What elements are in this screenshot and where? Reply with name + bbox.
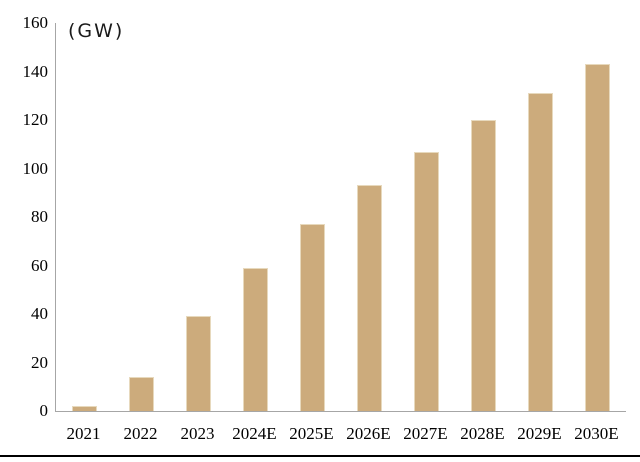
bar bbox=[300, 224, 325, 411]
bar bbox=[129, 377, 154, 411]
y-tick-label: 20 bbox=[31, 352, 48, 372]
x-tick-label: 2022 bbox=[123, 424, 158, 443]
bottom-rule bbox=[0, 455, 640, 457]
y-tick-label: 0 bbox=[39, 401, 49, 420]
bar bbox=[186, 316, 211, 411]
x-tick-label: 2026E bbox=[346, 424, 391, 443]
y-tick-label: 120 bbox=[22, 110, 49, 129]
y-tick-label: 40 bbox=[31, 304, 48, 323]
bar bbox=[585, 64, 610, 411]
x-tick-label: 2024E bbox=[232, 424, 277, 443]
x-tick-label: 2023 bbox=[180, 424, 215, 443]
bar bbox=[528, 93, 553, 411]
y-axis-unit-label: (GW) bbox=[68, 20, 125, 42]
y-tick-label: 160 bbox=[22, 13, 49, 32]
y-tick-label: 140 bbox=[22, 61, 49, 81]
x-tick-label: 2025E bbox=[289, 424, 334, 443]
y-tick-label: 80 bbox=[31, 207, 48, 226]
bar bbox=[414, 151, 439, 411]
x-tick-label: 2021 bbox=[66, 424, 101, 443]
y-tick-label: 100 bbox=[22, 158, 49, 178]
bar bbox=[72, 406, 97, 411]
x-tick-label: 2027E bbox=[403, 424, 448, 443]
x-tick-label: 2030E bbox=[574, 424, 619, 443]
x-tick-label: 2029E bbox=[517, 424, 562, 443]
y-tick-label: 60 bbox=[31, 255, 48, 275]
bar bbox=[471, 120, 496, 411]
bar bbox=[243, 267, 268, 411]
x-tick-label: 2028E bbox=[460, 424, 505, 443]
bar bbox=[357, 185, 382, 411]
plot-area bbox=[55, 23, 626, 412]
